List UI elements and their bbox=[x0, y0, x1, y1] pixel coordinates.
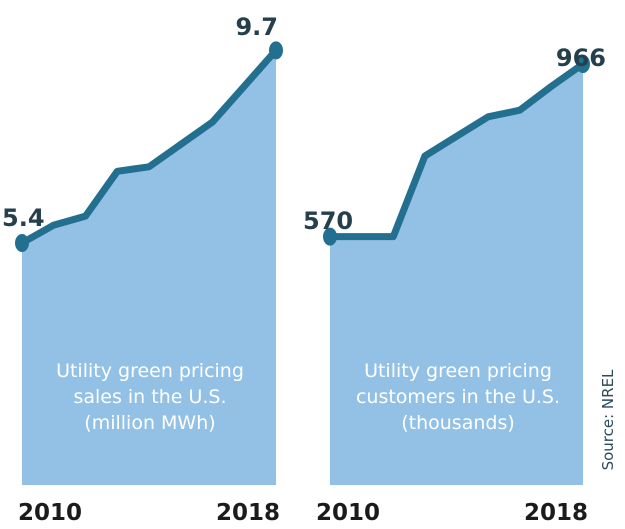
chart-1-title-line-2: sales in the U.S. bbox=[73, 386, 226, 408]
chart-1-end-value-label: 9.7 bbox=[235, 13, 278, 41]
chart-1-start-point bbox=[15, 234, 29, 253]
chart-2-title-line-3: (thousands) bbox=[401, 412, 515, 434]
chart-1-line bbox=[18, 46, 280, 247]
chart-1-title-line-3: (million MWh) bbox=[84, 412, 215, 434]
chart-2-start-value-label: 570 bbox=[303, 207, 353, 235]
chart-2-x-tick-2010: 2010 bbox=[316, 500, 380, 526]
chart-2-end-point bbox=[576, 55, 590, 74]
chart-2-x-tick-2018: 2018 bbox=[524, 500, 588, 526]
chart-2-title-line-1: Utility green pricing bbox=[364, 360, 552, 382]
chart-1-x-tick-2018: 2018 bbox=[216, 500, 280, 526]
chart-1-end-point bbox=[269, 41, 283, 60]
chart-1-x-tick-2010: 2010 bbox=[18, 500, 82, 526]
chart-1-title-line-1: Utility green pricing bbox=[56, 360, 244, 382]
chart-2-start-point bbox=[323, 227, 337, 246]
source-label: Source: NREL bbox=[599, 369, 617, 471]
chart-2-end-value-label: 966 bbox=[556, 44, 606, 72]
chart-2-line bbox=[326, 60, 587, 241]
chart-1-area bbox=[22, 50, 276, 486]
chart-1-start-value-label: 5.4 bbox=[2, 204, 45, 232]
chart-2-title-line-2: customers in the U.S. bbox=[356, 386, 560, 408]
chart-2-area bbox=[330, 64, 583, 485]
